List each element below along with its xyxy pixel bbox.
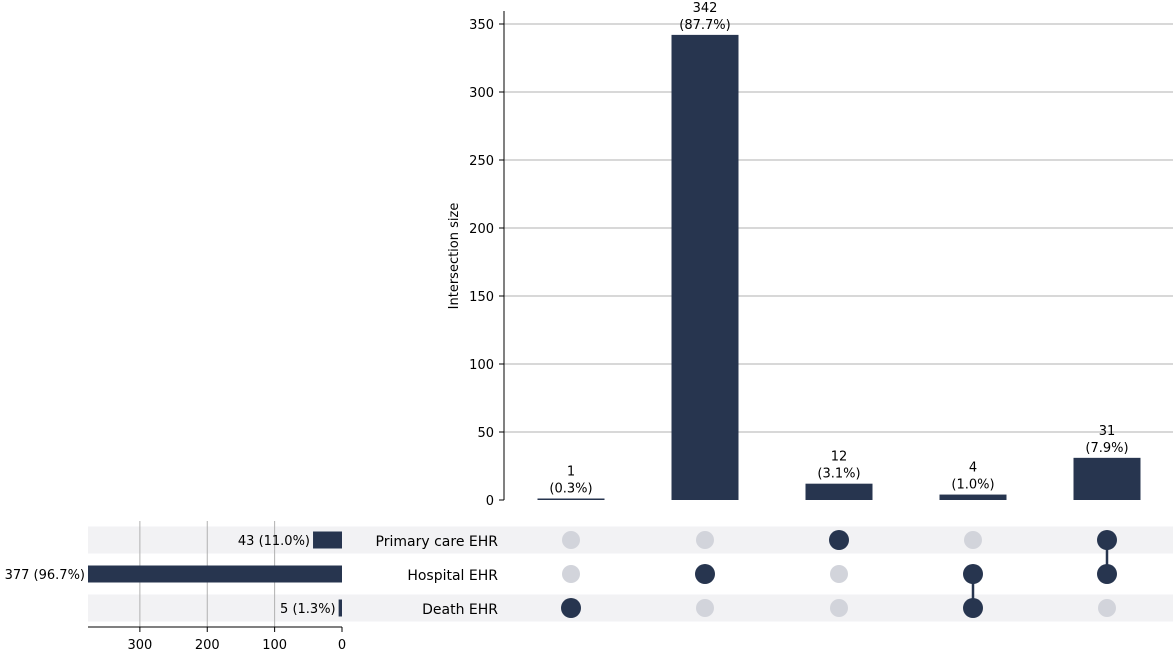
set-names: Primary care EHR Hospital EHR Death EHR — [376, 534, 499, 618]
intersection-percent-label: (3.1%) — [817, 467, 860, 482]
intersection-count-label: 12 — [831, 450, 848, 465]
set-size-bars — [88, 531, 342, 617]
intersection-y-axis: 0 50 100 150 200 250 300 350 — [469, 11, 505, 509]
intersection-percent-label: (7.9%) — [1085, 441, 1128, 456]
x-tick-label: 200 — [195, 638, 220, 651]
intersection-percent-label: (0.3%) — [549, 482, 592, 497]
intersection-bars — [537, 34, 1141, 500]
matrix-dot-inactive — [562, 565, 580, 583]
intersection-count-label: 1 — [567, 465, 575, 480]
matrix-dot-inactive — [830, 565, 848, 583]
intersection-bar — [805, 483, 873, 500]
set-size-label: 5 (1.3%) — [280, 602, 336, 617]
matrix-dot-inactive — [696, 531, 714, 549]
set-size-labels: 43 (11.0%) 377 (96.7%) 5 (1.3%) — [5, 534, 336, 617]
intersection-bar — [1073, 457, 1141, 500]
y-tick-label: 0 — [486, 494, 494, 509]
matrix-dots — [561, 530, 1117, 618]
set-name: Hospital EHR — [407, 568, 498, 584]
matrix-row-shade — [88, 594, 1173, 622]
set-name: Primary care EHR — [376, 534, 499, 550]
y-tick-label: 300 — [469, 86, 494, 101]
y-tick-label: 200 — [469, 222, 494, 237]
intersection-count-label: 342 — [693, 1, 718, 16]
matrix-dot-active — [695, 564, 715, 584]
x-tick-label: 0 — [338, 638, 346, 651]
intersection-bar — [671, 34, 739, 500]
matrix-dot-inactive — [1098, 599, 1116, 617]
matrix-dot-inactive — [562, 531, 580, 549]
matrix-dot-inactive — [830, 599, 848, 617]
y-tick-label: 250 — [469, 154, 494, 169]
set-size-bar — [338, 599, 342, 617]
intersection-percent-label: (1.0%) — [951, 478, 994, 493]
matrix-dot-inactive — [964, 531, 982, 549]
set-size-x-axis: 300 200 100 0 — [88, 626, 346, 651]
intersection-bar-labels: 1 (0.3%) 342 (87.7%) 12 (3.1%) 4 (1.0%) 31 (7.9%) — [549, 1, 1128, 497]
matrix-dot-active — [963, 598, 983, 618]
set-size-label: 43 (11.0%) — [238, 534, 310, 549]
intersection-percent-label: (87.7%) — [679, 18, 730, 33]
x-tick-label: 300 — [127, 638, 152, 651]
intersection-gridlines — [504, 23, 1173, 433]
set-size-bar — [88, 565, 342, 583]
matrix-dot-active — [963, 564, 983, 584]
intersection-bar — [939, 494, 1007, 500]
y-tick-label: 50 — [477, 426, 494, 441]
y-tick-label: 150 — [469, 290, 494, 305]
y-tick-label: 350 — [469, 18, 494, 33]
matrix-row-shade — [88, 526, 1173, 554]
set-name: Death EHR — [422, 602, 498, 618]
intersection-count-label: 31 — [1099, 424, 1116, 439]
matrix-dot-active — [1097, 530, 1117, 550]
intersection-bar — [537, 498, 605, 500]
intersection-y-axis-label: Intersection size — [447, 203, 462, 310]
matrix-dot-inactive — [696, 599, 714, 617]
y-tick-label: 100 — [469, 358, 494, 373]
x-tick-label: 100 — [262, 638, 287, 651]
intersection-count-label: 4 — [969, 461, 977, 476]
matrix-row-shades — [88, 526, 1173, 622]
set-size-bar — [313, 531, 342, 549]
matrix-dot-active — [561, 598, 581, 618]
matrix-dot-active — [829, 530, 849, 550]
matrix-dot-active — [1097, 564, 1117, 584]
set-size-label: 377 (96.7%) — [5, 568, 85, 583]
